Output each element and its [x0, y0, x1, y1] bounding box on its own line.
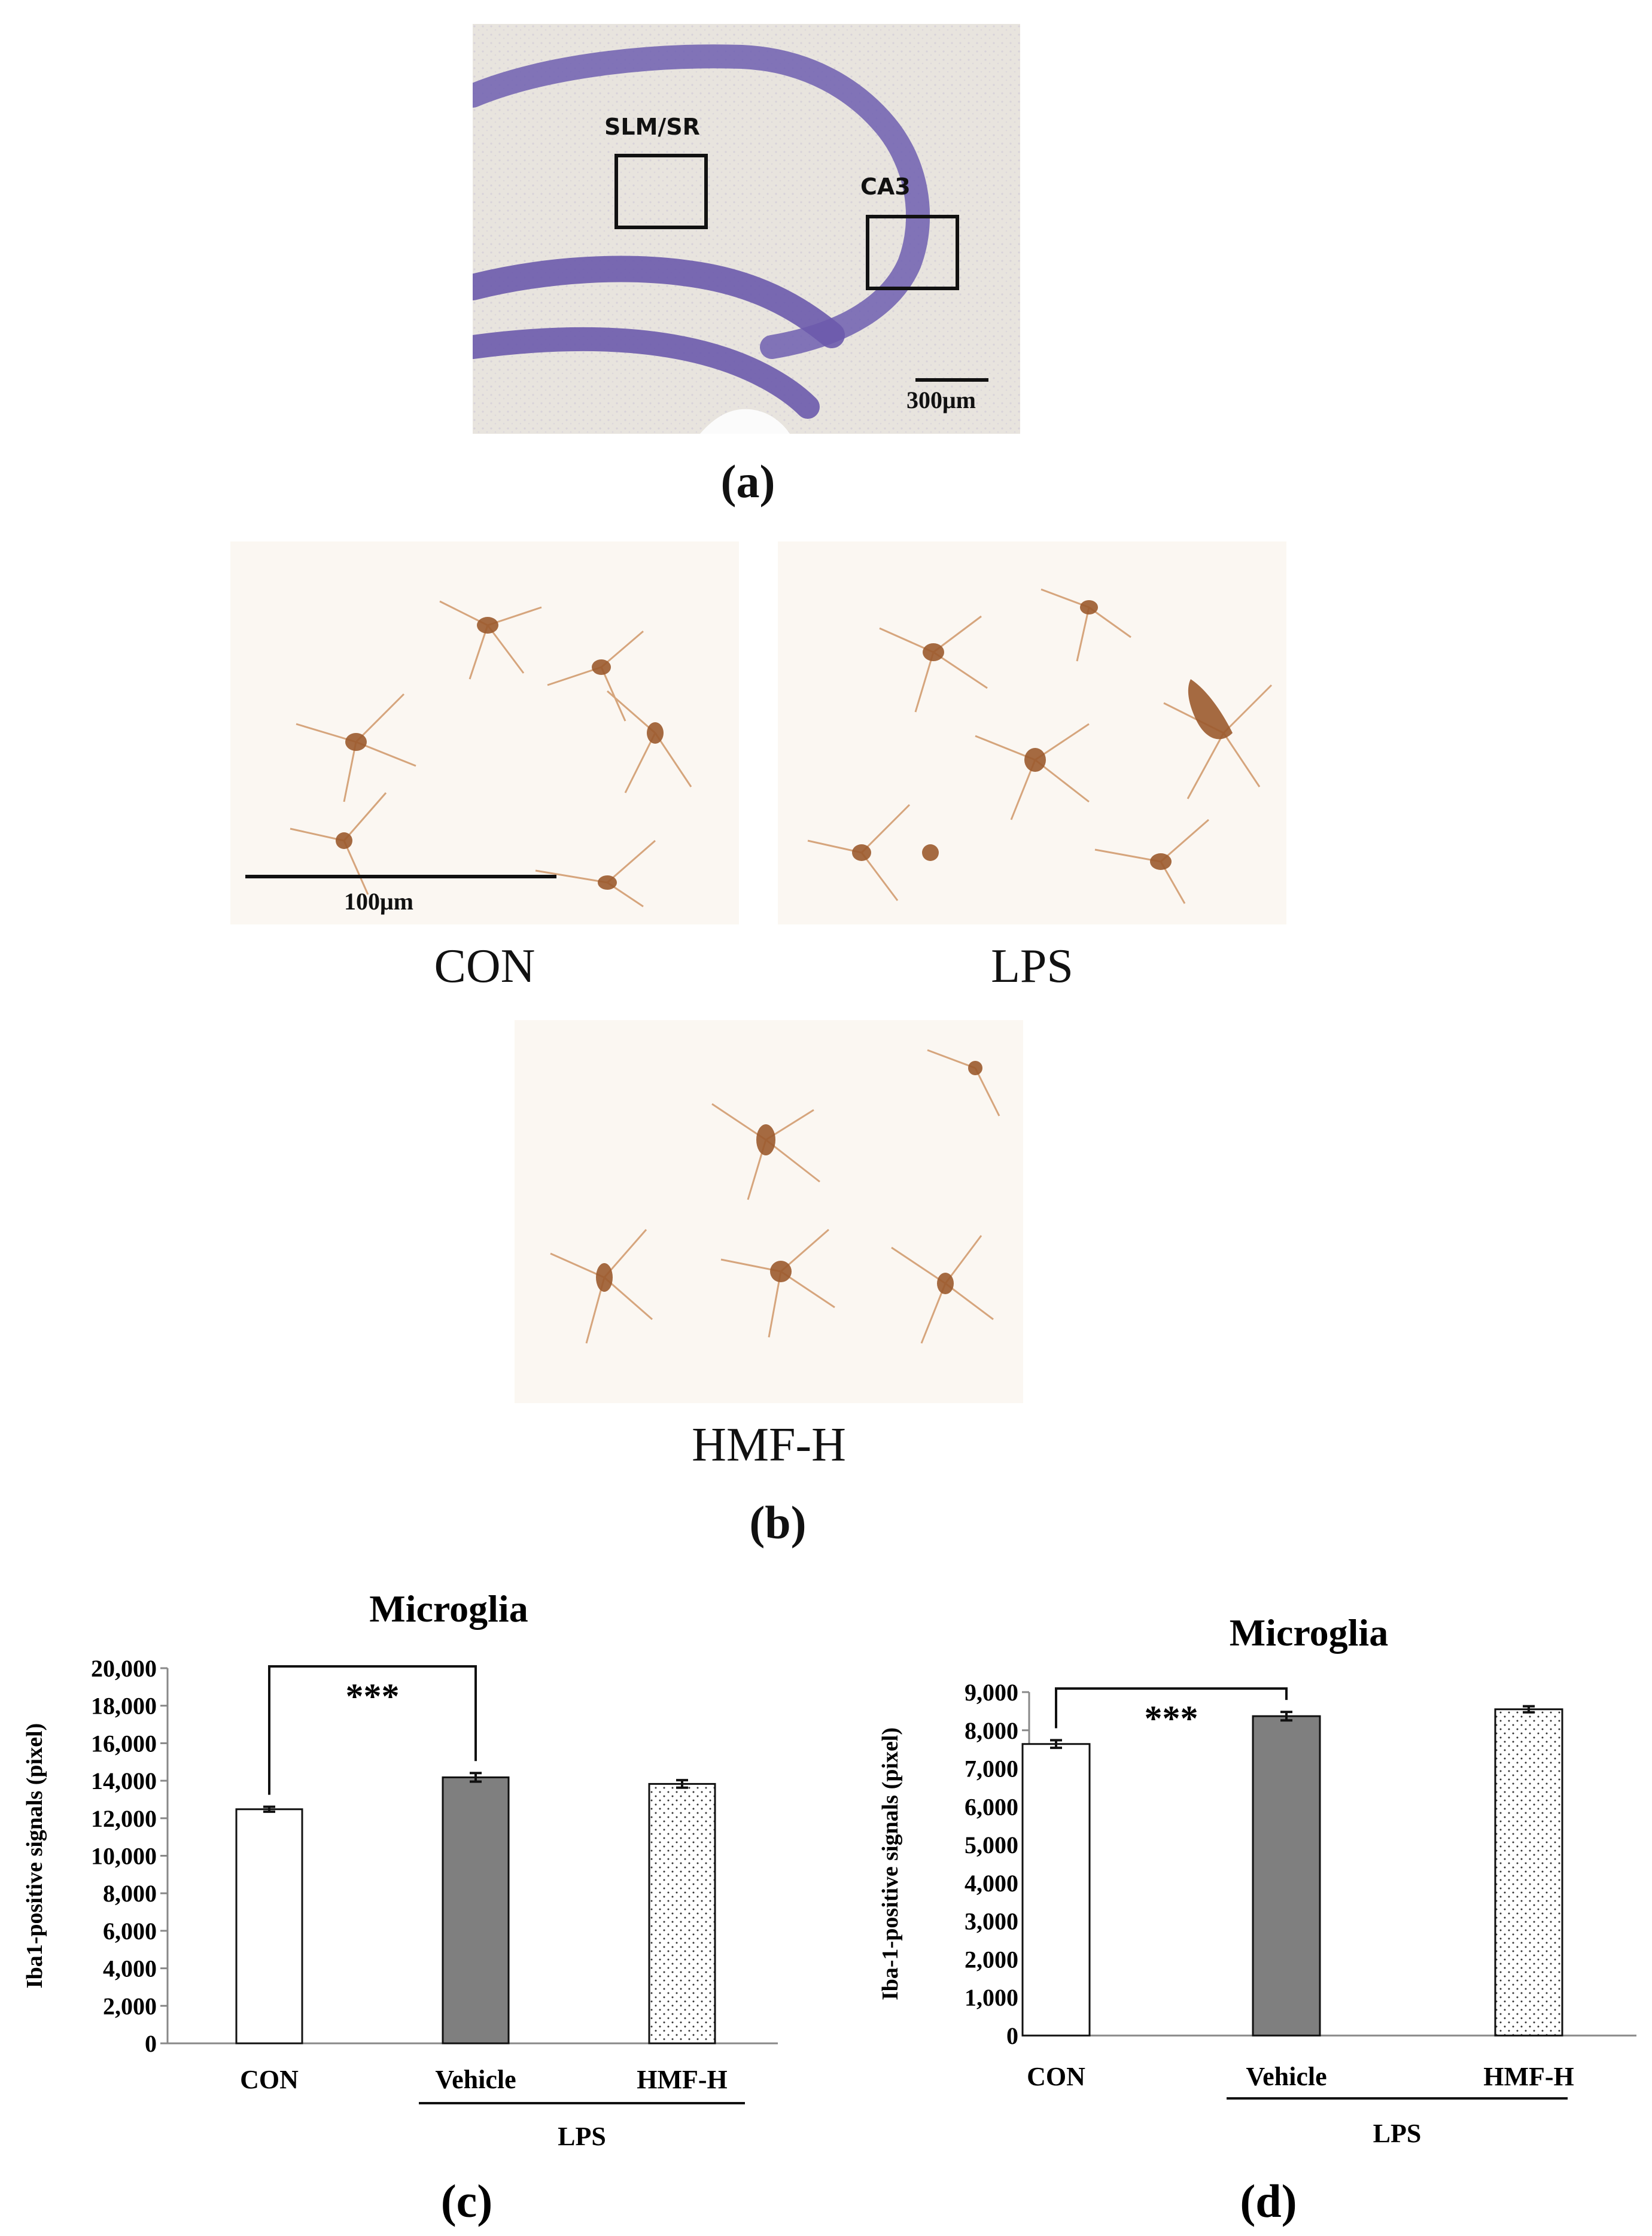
category-label: CON [240, 2065, 299, 2094]
significance-bracket [1055, 1687, 1288, 1729]
panel-label-a: (a) [720, 455, 775, 507]
bar-con [235, 1808, 303, 2045]
category-label: CON [1027, 2062, 1085, 2091]
region-label-ca3: CA3 [860, 174, 911, 200]
bar-con [1021, 1743, 1091, 2037]
y-tick-label: 5,000 [965, 1832, 1018, 1858]
y-tick-label: 2,000 [103, 1992, 157, 2019]
micrograph-con: 100μm [230, 541, 739, 924]
y-tick-label: 8,000 [103, 1880, 157, 1907]
category-label: HMF-H [637, 2065, 728, 2094]
y-tick-label: 4,000 [103, 1955, 157, 1982]
condition-label-hmf-h: HMF-H [692, 1419, 846, 1471]
y-tick-label: 16,000 [91, 1730, 157, 1757]
chart-title: Microglia [369, 1587, 528, 1630]
group-label-lps: LPS [1373, 2119, 1422, 2148]
y-tick-label: 1,000 [965, 1984, 1018, 2011]
bar-vehicle [442, 1776, 510, 2045]
y-tick-label: 6,000 [103, 1918, 157, 1945]
y-axis-label: Iba-1-positive signals (pixel) [878, 1727, 903, 2000]
y-tick-label: 18,000 [91, 1693, 157, 1720]
scale-bar-label: 300μm [906, 387, 976, 413]
panel-label: (c) [441, 2175, 493, 2227]
y-tick-label: 20,000 [91, 1655, 157, 1682]
y-tick-label: 0 [1006, 2022, 1018, 2049]
chart-title: Microglia [1230, 1611, 1388, 1654]
y-tick-label: 14,000 [91, 1767, 157, 1794]
y-tick-label: 12,000 [91, 1805, 157, 1832]
category-label: Vehicle [1246, 2062, 1327, 2091]
y-tick-label: 6,000 [965, 1793, 1018, 1820]
bar-vehicle [1252, 1715, 1321, 2037]
y-tick-label: 9,000 [965, 1679, 1018, 1706]
y-tick-label: 10,000 [91, 1843, 157, 1870]
y-tick-label: 3,000 [965, 1908, 1018, 1935]
significance-bracket [268, 1665, 477, 1795]
category-label: HMF-H [1483, 2062, 1574, 2091]
bar-chart-d: Microglia 0 1,000 2,000 3,000 4,000 5,000 6,000… [820, 1568, 1652, 2233]
scale-bar-label: 100μm [344, 888, 413, 915]
y-axis-label: Iba1-positive signals (pixel) [22, 1723, 47, 1988]
group-label-lps: LPS [558, 2122, 606, 2151]
y-tick-label: 2,000 [965, 1946, 1018, 1973]
y-tick-label: 8,000 [965, 1717, 1018, 1744]
micrograph-hmf-h [515, 1020, 1023, 1403]
panel-label-b: (b) [749, 1496, 807, 1549]
panel-label: (d) [1240, 2175, 1297, 2227]
hippocampus-micrograph: SLM/SR CA3 300μm [473, 24, 1020, 434]
y-tick-label: 4,000 [965, 1870, 1018, 1897]
region-label-slm-sr: SLM/SR [604, 114, 700, 140]
bar-hmf-h [1494, 1708, 1563, 2037]
bar-hmf-h [648, 1782, 716, 2045]
significance-marker: *** [1145, 1699, 1198, 1738]
bar-chart-c: Microglia 0 2,000 4,000 6,000 8,000 10,000 12,0… [0, 1568, 826, 2233]
condition-label-con: CON [434, 940, 536, 993]
category-label: Vehicle [435, 2065, 516, 2094]
micrograph-lps [778, 541, 1286, 924]
significance-marker: *** [346, 1677, 400, 1716]
y-tick-label: 7,000 [965, 1756, 1018, 1782]
y-tick-label: 0 [145, 2030, 157, 2057]
condition-label-lps: LPS [991, 940, 1073, 993]
